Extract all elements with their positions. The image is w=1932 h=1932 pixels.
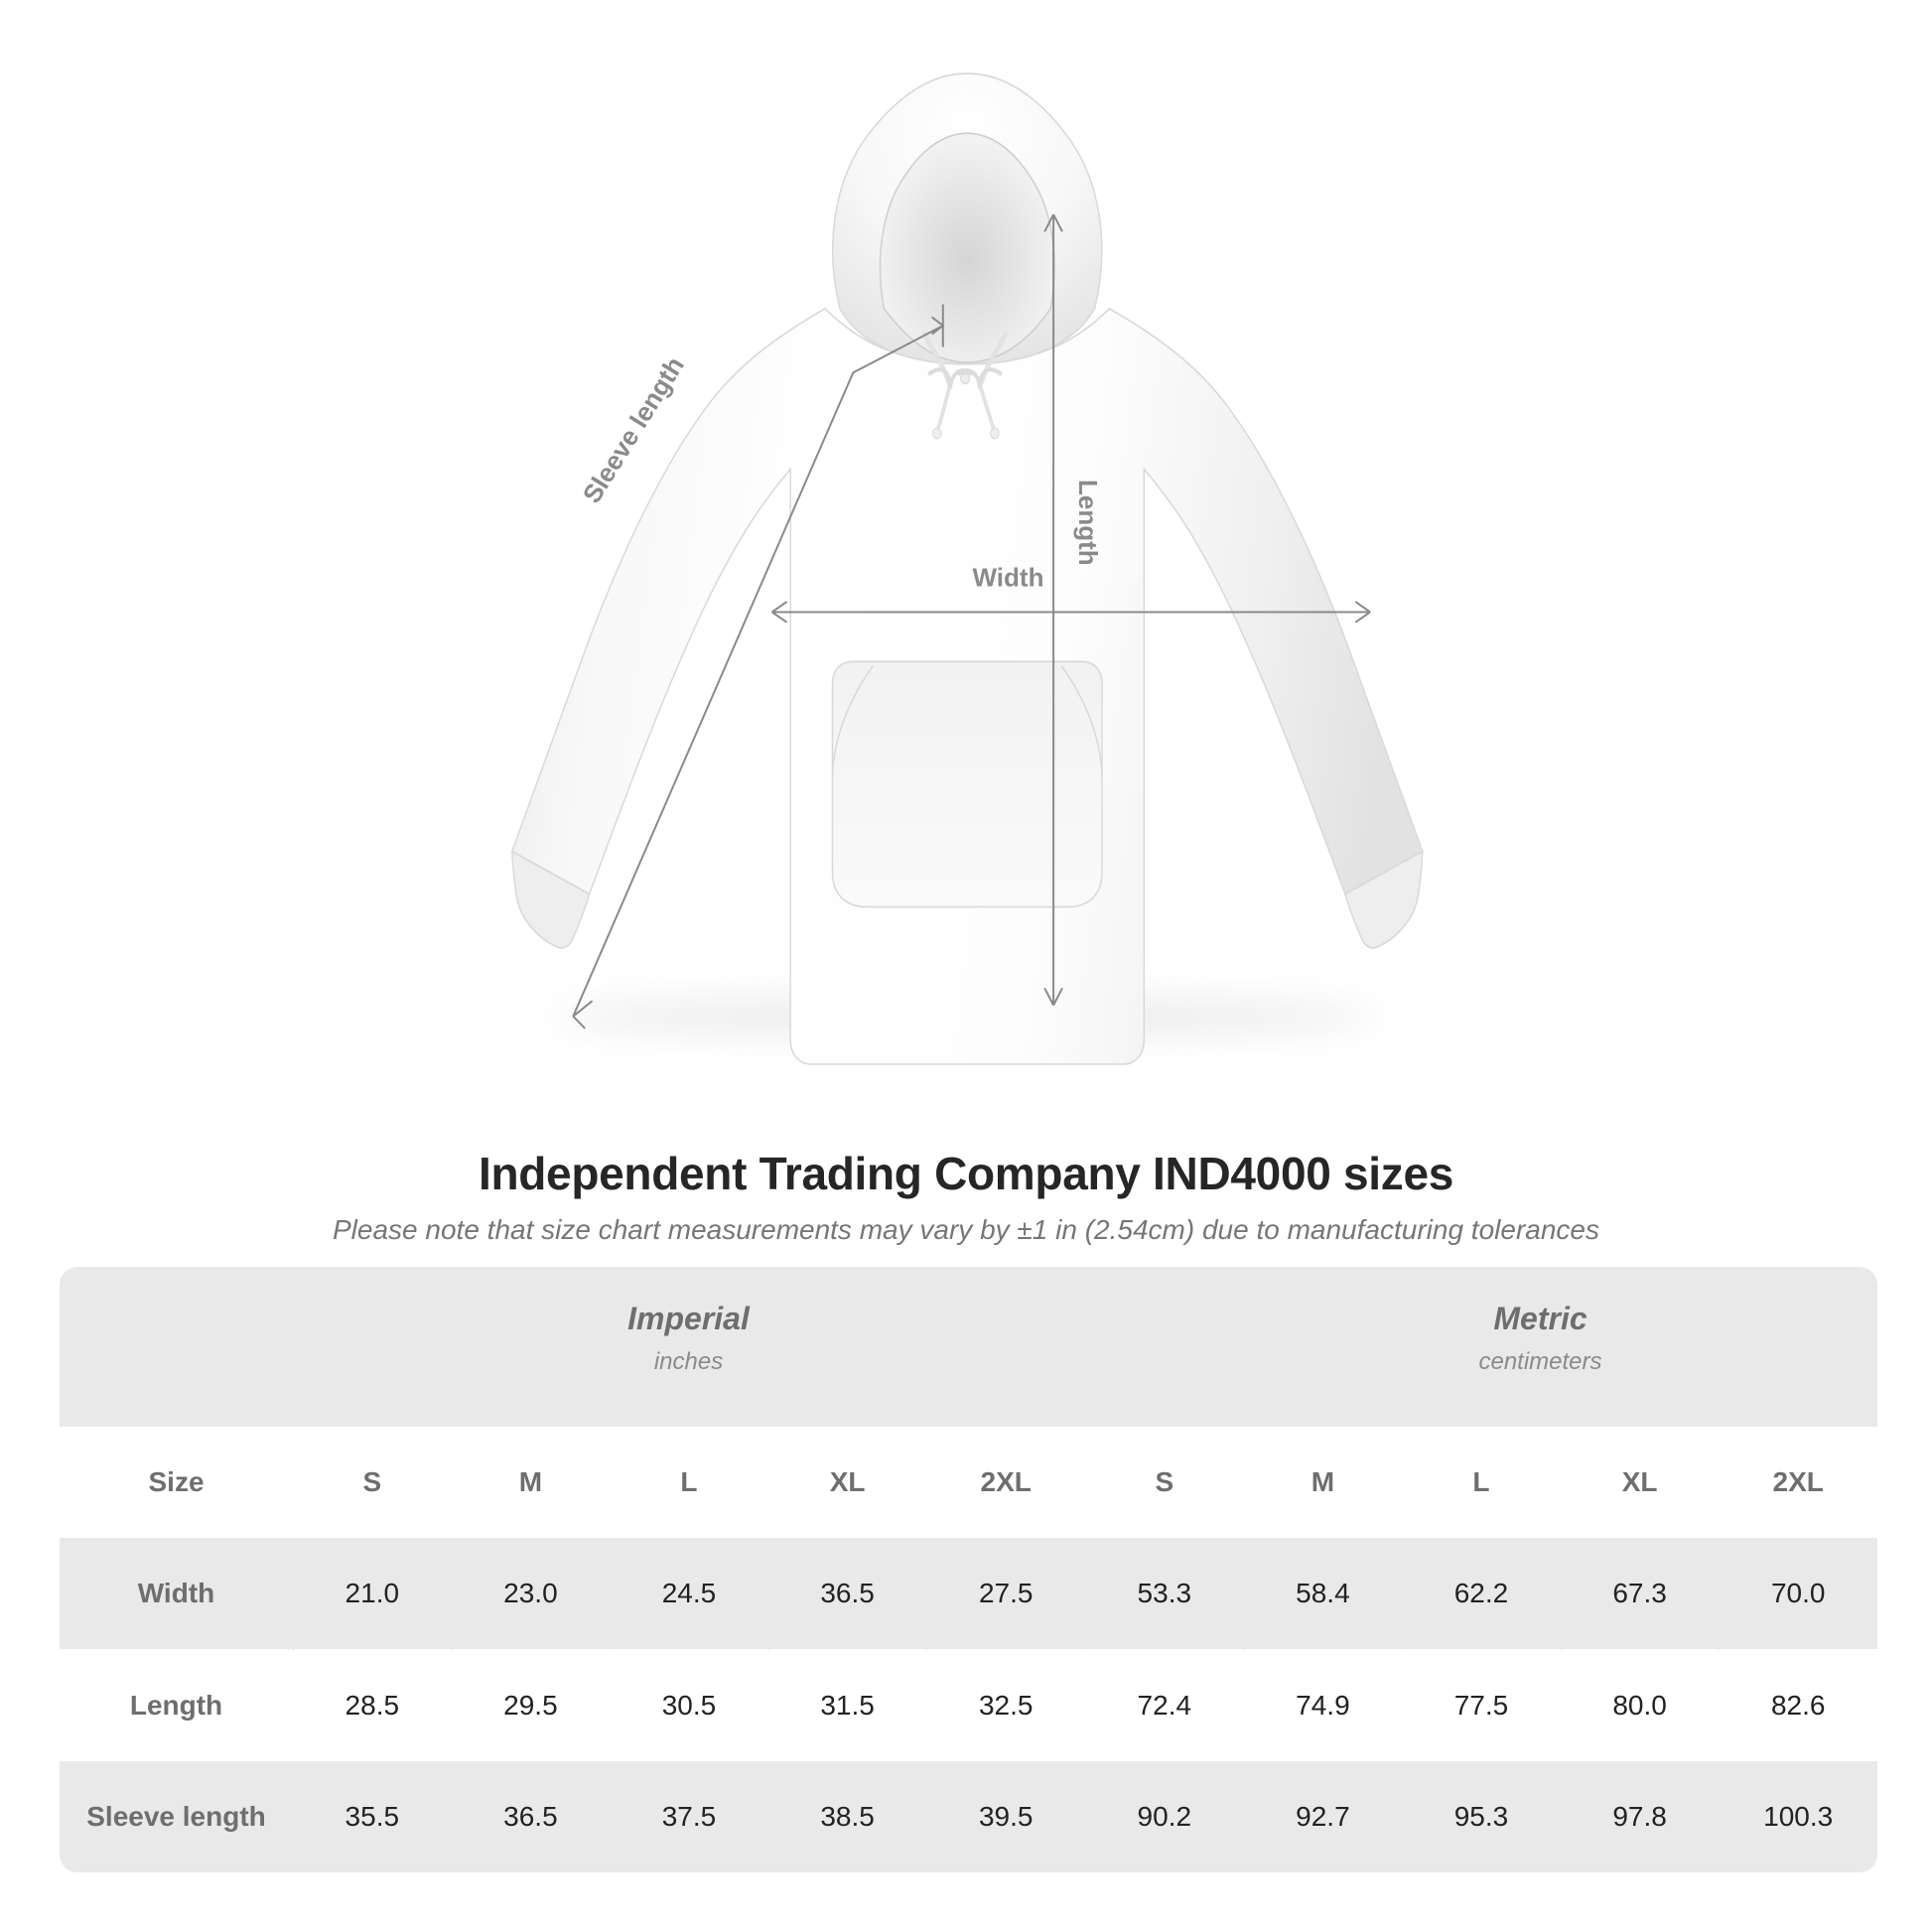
svg-text:Length: Length (1073, 480, 1103, 566)
svg-text:Width: Width (973, 563, 1044, 593)
